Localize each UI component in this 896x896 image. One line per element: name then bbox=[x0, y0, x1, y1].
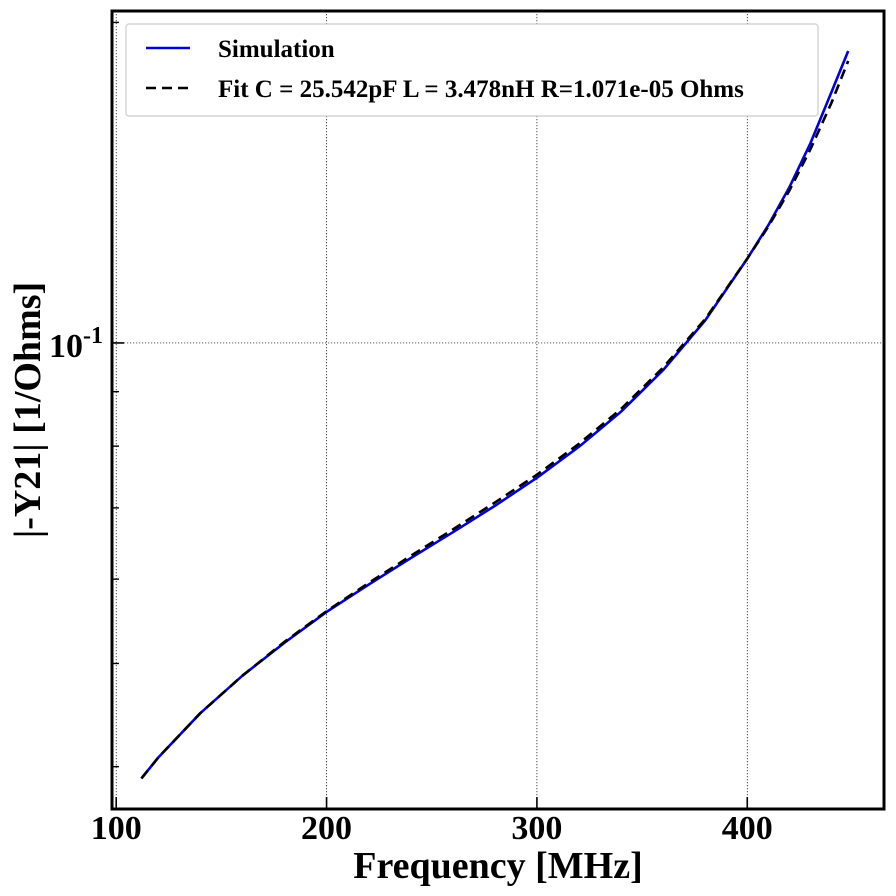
axis-labels: Frequency [MHz] |-Y21| [1/Ohms] bbox=[7, 282, 643, 887]
series-line-simulation bbox=[140, 50, 850, 780]
grid bbox=[112, 11, 884, 809]
x-tick-label-100: 100 bbox=[91, 810, 142, 847]
x-axis-label: Frequency [MHz] bbox=[353, 845, 643, 887]
x-tick-label-400: 400 bbox=[722, 810, 773, 847]
x-tick-label-300: 300 bbox=[511, 810, 562, 847]
legend: Simulation Fit C = 25.542pF L = 3.478nH … bbox=[125, 23, 819, 117]
series-line-fit bbox=[140, 60, 850, 780]
legend-box bbox=[125, 23, 819, 117]
plot-frame bbox=[110, 9, 886, 811]
legend-label-fit: Fit C = 25.542pF L = 3.478nH R=1.071e-05… bbox=[218, 76, 744, 103]
x-tick-label-200: 200 bbox=[301, 810, 352, 847]
legend-label-simulation: Simulation bbox=[218, 36, 335, 63]
axis-ticks: 100 200 300 400 10-1 bbox=[49, 21, 773, 847]
plot-area bbox=[140, 50, 850, 780]
y-tick-label-major: 10-1 bbox=[49, 323, 103, 365]
y-axis-label: |-Y21| [1/Ohms] bbox=[7, 282, 49, 538]
